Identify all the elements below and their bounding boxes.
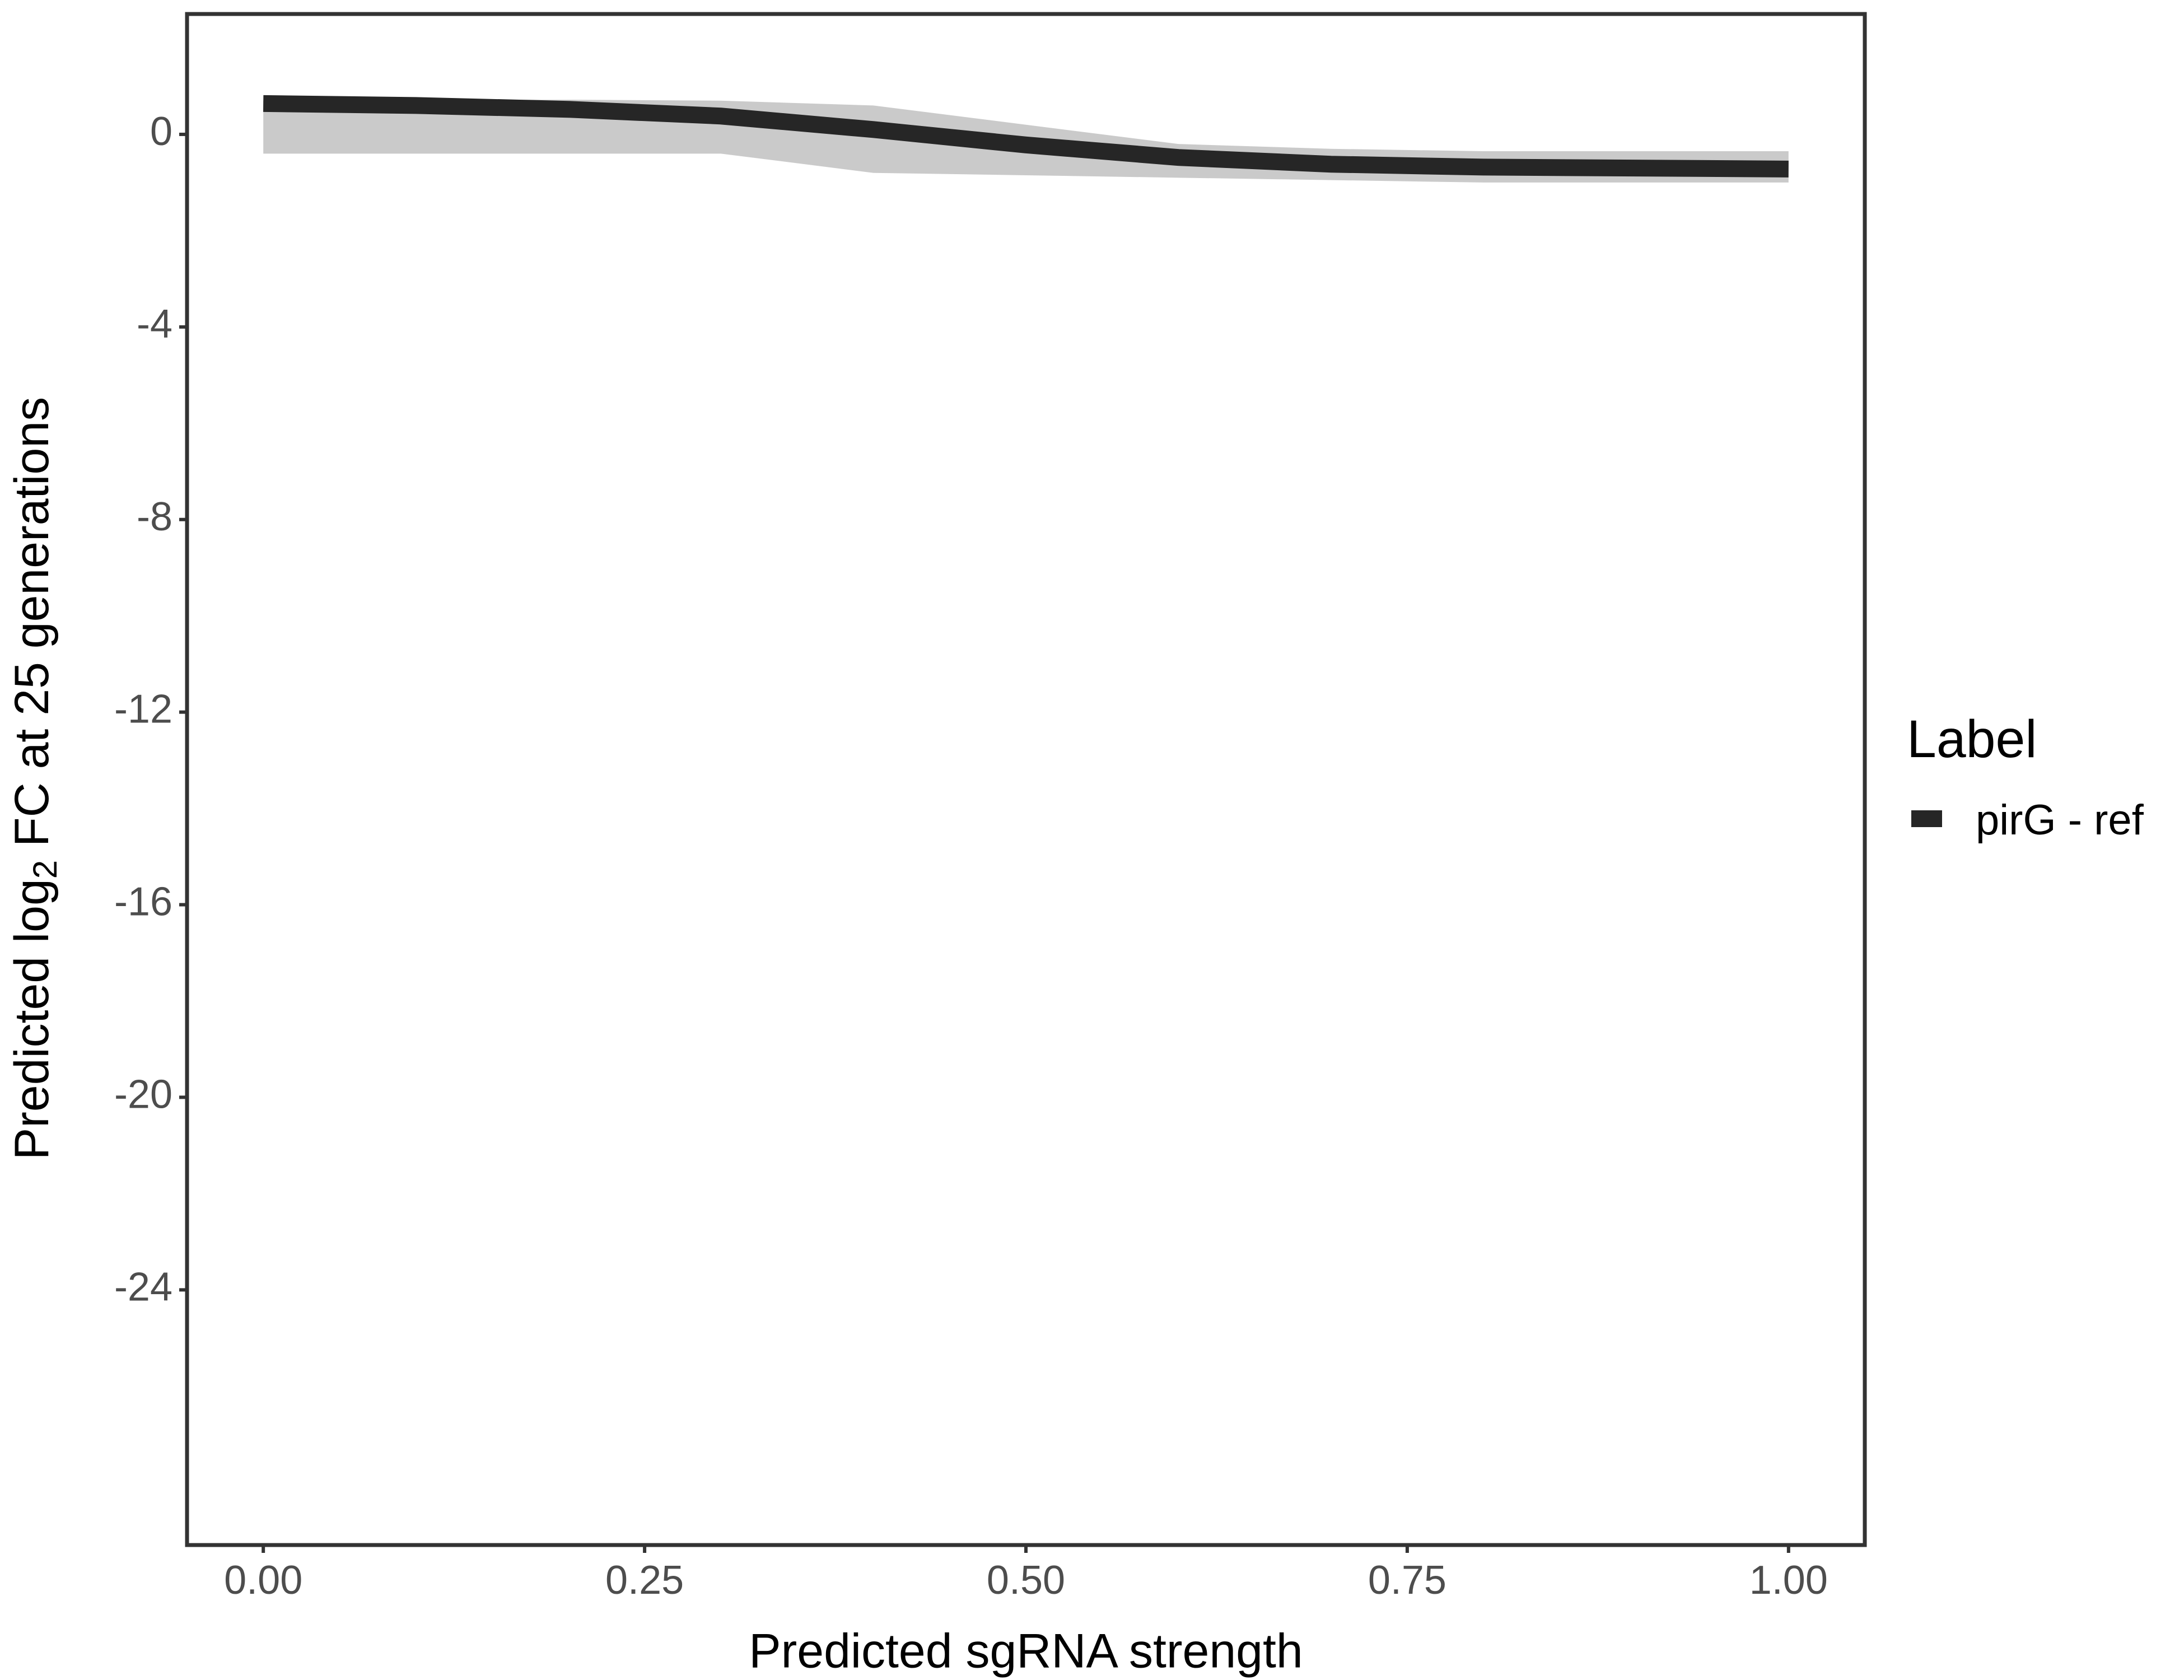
x-tick-label: 1.00: [1749, 1558, 1828, 1603]
x-tick-label: 0.00: [224, 1558, 302, 1603]
y-tick-label: -20: [114, 1072, 172, 1117]
x-tick-label: 0.25: [605, 1558, 684, 1603]
x-tick-label: 0.50: [987, 1558, 1065, 1603]
y-tick-label: -24: [114, 1264, 172, 1309]
y-tick-label: 0: [150, 109, 172, 154]
y-axis-title: Predicted log2 FC at 25 generations: [5, 397, 64, 1160]
y-tick-label: -16: [114, 880, 172, 925]
x-tick-label: 0.75: [1368, 1558, 1446, 1603]
legend-key: [1911, 810, 1942, 827]
x-axis-title: Predicted sgRNA strength: [749, 1625, 1303, 1678]
y-axis-title-part: Predicted log: [5, 879, 59, 1160]
y-tick-label: -4: [137, 302, 172, 347]
y-axis-title-part: FC at 25 generations: [5, 397, 59, 860]
panel-border: [185, 12, 1867, 1547]
y-tick-label: -8: [137, 494, 172, 539]
line: [263, 95, 1789, 178]
legend-title: Label: [1907, 710, 2037, 769]
y-tick-label: -12: [114, 687, 172, 732]
y-axis-title-subscript: 2: [26, 860, 64, 879]
legend-label: pirG - ref: [1976, 796, 2144, 844]
